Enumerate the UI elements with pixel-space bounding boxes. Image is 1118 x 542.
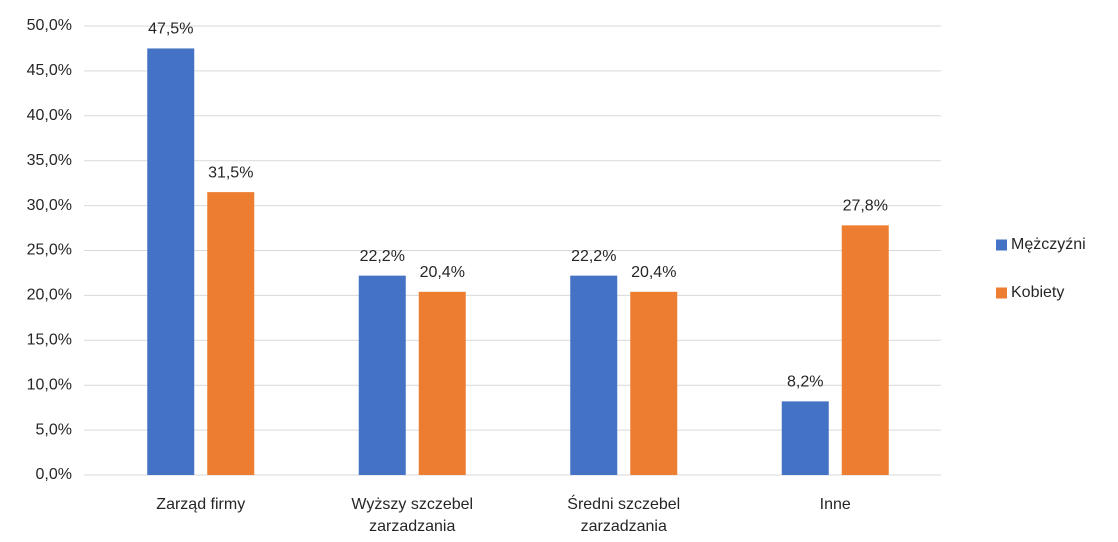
y-tick-label: 45,0%	[27, 62, 72, 79]
x-tick-label: Średni szczebel zarzadzania	[567, 496, 681, 535]
y-tick-label: 15,0%	[27, 332, 72, 349]
data-label: 47,5%	[148, 21, 193, 38]
data-label: 8,2%	[787, 374, 823, 391]
data-label: 22,2%	[360, 248, 405, 265]
data-label: 31,5%	[208, 164, 253, 181]
y-tick-label: 20,0%	[27, 287, 72, 304]
legend-label: Kobiety	[1011, 284, 1064, 301]
y-tick-label: 30,0%	[27, 197, 72, 214]
x-tick-label: Zarząd firmy	[156, 496, 246, 513]
y-tick-label: 5,0%	[36, 421, 72, 438]
bar	[147, 48, 195, 475]
x-tick-label: Wyższy szczebel zarzadzania	[351, 496, 474, 535]
data-label: 20,4%	[420, 264, 465, 281]
data-label: 22,2%	[571, 248, 616, 265]
y-tick-label: 10,0%	[27, 376, 72, 393]
bar	[841, 225, 889, 475]
data-label: 20,4%	[631, 264, 676, 281]
bar	[207, 192, 255, 475]
bar	[418, 291, 466, 475]
bar	[570, 275, 618, 475]
legend-swatch	[996, 287, 1007, 299]
legend-label: Mężczyźni	[1011, 236, 1086, 253]
data-label: 27,8%	[843, 198, 888, 215]
bar	[781, 401, 829, 475]
bar	[630, 291, 678, 475]
x-tick-label: Inne	[819, 496, 851, 513]
bar	[358, 275, 406, 475]
y-tick-label: 25,0%	[27, 242, 72, 259]
y-tick-label: 40,0%	[27, 107, 72, 124]
y-tick-label: 0,0%	[36, 466, 72, 483]
y-tick-label: 50,0%	[27, 17, 72, 34]
legend-swatch	[996, 239, 1007, 251]
y-tick-label: 35,0%	[27, 152, 72, 169]
